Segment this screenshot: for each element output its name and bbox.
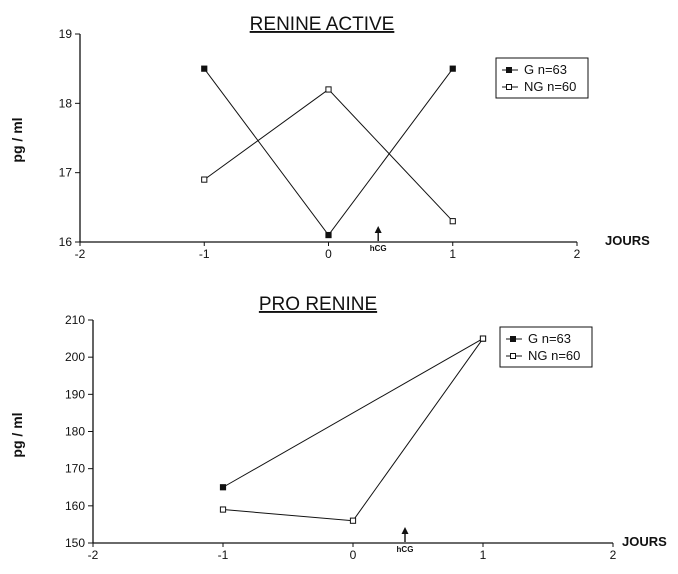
y-axis-label: pg / ml (9, 412, 25, 457)
y-tick-label: 160 (65, 499, 85, 513)
data-point-g (219, 484, 227, 491)
x-tick-label: -1 (218, 548, 229, 562)
x-axis-label: JOURS (605, 233, 650, 248)
x-tick-label: 0 (350, 548, 357, 562)
x-tick-label: -2 (88, 548, 99, 562)
legend-ng-label: NG n=60 (524, 79, 576, 94)
hcg-annotation: hCG (370, 226, 387, 253)
hcg-label: hCG (370, 244, 387, 253)
hcg-arrow-head (374, 226, 382, 233)
y-tick-label: 170 (65, 462, 85, 476)
y-tick-label: 150 (65, 536, 85, 550)
data-point-g (325, 231, 332, 239)
legend-g-marker (510, 336, 516, 342)
x-axis-label: JOURS (622, 534, 667, 549)
x-tick-label: 2 (574, 247, 581, 261)
data-marks (201, 65, 456, 239)
data-point-ng (201, 176, 208, 183)
x-tick-label: 0 (325, 247, 332, 261)
series-line-ng (222, 338, 484, 522)
legend: G n=63 NG n=60 (499, 326, 593, 368)
y-tick-label: 17 (59, 166, 73, 180)
series-line-g (203, 68, 454, 236)
data-point-g (449, 65, 456, 72)
y-axis-label: pg / ml (9, 117, 25, 162)
legend-g-label: G n=63 (524, 62, 567, 77)
legend-box (499, 326, 593, 368)
chart-title: PRO RENINE (259, 294, 377, 315)
y-tick-label: 18 (59, 96, 73, 110)
x-tick-label: 1 (480, 548, 487, 562)
data-marks (219, 335, 487, 524)
legend-ng-marker (506, 84, 512, 90)
y-tick-label: 19 (59, 27, 73, 41)
legend-ng-marker (510, 353, 516, 359)
hcg-label: hCG (397, 545, 414, 554)
y-tick-label: 210 (65, 313, 85, 327)
x-tick-label: -2 (75, 247, 86, 261)
data-point-ng (479, 335, 487, 342)
y-tick-label: 200 (65, 350, 85, 364)
y-tick-label: 190 (65, 387, 85, 401)
legend: G n=63 NG n=60 (495, 57, 589, 99)
x-tick-label: 1 (449, 247, 456, 261)
axes: 150 160 170 180 190 200 210 -2 -1 0 1 2 (65, 313, 617, 562)
x-tick-label: 2 (610, 548, 617, 562)
data-point-ng (325, 86, 332, 93)
legend-ng-label: NG n=60 (528, 348, 580, 363)
legend-box (495, 57, 589, 99)
y-tick-label: 16 (59, 235, 73, 249)
data-point-g (201, 65, 208, 72)
legend-g-label: G n=63 (528, 331, 571, 346)
x-tick-label: -1 (199, 247, 210, 261)
series-line-ng (203, 88, 454, 222)
legend-g-marker (506, 67, 512, 73)
data-point-ng (349, 517, 357, 524)
pro-renine-chart: PRO RENINE pg / ml JOURS 150 160 170 180 190… (9, 294, 667, 562)
hcg-annotation: hCG (397, 527, 414, 554)
axes: 16 17 18 19 -2 -1 0 1 2 (59, 27, 581, 261)
hcg-arrow-head (401, 527, 409, 534)
renine-active-chart: RENINE ACTIVE pg / ml JOURS 16 17 18 19 -2 -1… (9, 14, 650, 261)
data-point-ng (219, 506, 227, 513)
y-tick-label: 180 (65, 425, 85, 439)
chart-title: RENINE ACTIVE (250, 14, 395, 35)
series-line-g (222, 338, 484, 488)
data-point-ng (449, 218, 456, 225)
